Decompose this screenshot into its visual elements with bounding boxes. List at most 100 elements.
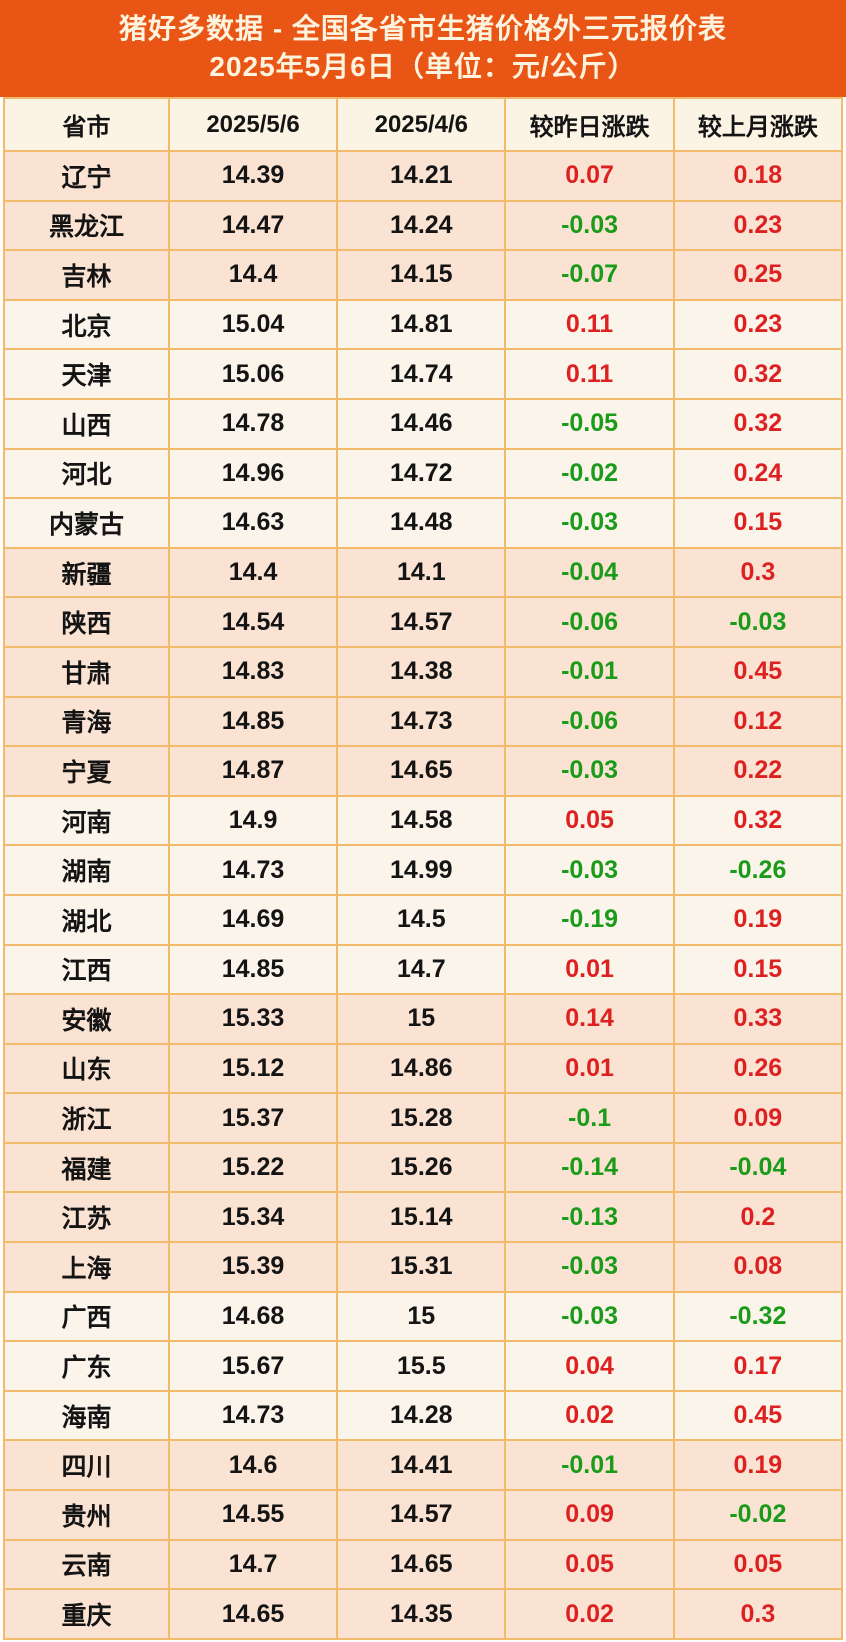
day-change-cell: -0.19 [504,893,675,946]
price-prev-cell: 15.14 [336,1191,507,1244]
price-today-cell: 14.87 [167,745,339,797]
price-today-cell: 14.83 [167,645,339,698]
price-today-cell: 14.4 [167,249,339,301]
month-change-cell: 0.3 [672,546,844,599]
day-change-cell: -0.03 [504,1290,675,1343]
month-change-cell: 0.22 [672,745,844,797]
province-cell: 湖南 [3,844,170,896]
province-cell: 北京 [3,298,170,351]
province-cell: 青海 [3,695,170,748]
table-row: 新疆 14.4 14.1 -0.04 0.3 [3,546,844,599]
month-change-cell: 0.2 [672,1191,844,1244]
price-prev-cell: 14.65 [336,745,507,797]
day-change-cell: -0.01 [504,1439,675,1492]
province-cell: 黑龙江 [3,199,170,252]
table-row: 湖北 14.69 14.5 -0.19 0.19 [3,893,844,946]
price-prev-cell: 14.5 [336,893,507,946]
day-change-cell: -0.14 [504,1141,675,1194]
day-change-cell: 0.07 [504,150,675,202]
month-change-cell: 0.12 [672,695,844,748]
page-title: 猪好多数据 - 全国各省市生猪价格外三元报价表 [119,13,727,45]
price-today-cell: 14.73 [167,1389,339,1442]
price-prev-cell: 14.21 [336,150,507,202]
day-change-cell: 0.14 [504,993,675,1045]
price-prev-cell: 14.57 [336,596,507,648]
price-prev-cell: 14.73 [336,695,507,748]
price-today-cell: 14.78 [167,397,339,450]
day-change-cell: 0.01 [504,943,675,996]
day-change-cell: -0.01 [504,645,675,698]
price-prev-cell: 14.58 [336,794,507,847]
header-cell-month-change: 较上月涨跌 [672,97,844,152]
month-change-cell: 0.26 [672,1042,844,1095]
price-prev-cell: 14.46 [336,397,507,450]
day-change-cell: 0.01 [504,1042,675,1095]
table-row: 广东 15.67 15.5 0.04 0.17 [3,1340,844,1392]
province-cell: 重庆 [3,1588,170,1640]
province-cell: 河南 [3,794,170,847]
header-cell-day-change: 较昨日涨跌 [504,97,675,152]
day-change-cell: -0.1 [504,1092,675,1144]
day-change-cell: -0.02 [504,447,675,500]
table-row: 吉林 14.4 14.15 -0.07 0.25 [3,249,844,301]
price-prev-cell: 14.1 [336,546,507,599]
province-cell: 山东 [3,1042,170,1095]
month-change-cell: 0.32 [672,348,844,400]
table-row: 安徽 15.33 15 0.14 0.33 [3,993,844,1045]
day-change-cell: 0.09 [504,1489,675,1541]
province-cell: 安徽 [3,993,170,1045]
day-change-cell: -0.03 [504,497,675,549]
header-cell-price-today: 2025/5/6 [167,97,339,152]
month-change-cell: 0.23 [672,199,844,252]
table-row: 浙江 15.37 15.28 -0.1 0.09 [3,1092,844,1144]
month-change-cell: 0.23 [672,298,844,351]
price-prev-cell: 14.72 [336,447,507,500]
price-prev-cell: 14.65 [336,1538,507,1591]
province-cell: 河北 [3,447,170,500]
price-prev-cell: 14.24 [336,199,507,252]
table-row: 山东 15.12 14.86 0.01 0.26 [3,1042,844,1095]
table-row: 北京 15.04 14.81 0.11 0.23 [3,298,844,351]
province-cell: 云南 [3,1538,170,1591]
price-today-cell: 14.73 [167,844,339,896]
price-today-cell: 14.6 [167,1439,339,1492]
month-change-cell: 0.19 [672,1439,844,1492]
price-table: 省市 2025/5/6 2025/4/6 较昨日涨跌 较上月涨跌 辽宁 14.39… [3,97,844,1640]
price-prev-cell: 15.28 [336,1092,507,1144]
price-today-cell: 14.65 [167,1588,339,1640]
price-today-cell: 14.63 [167,497,339,549]
day-change-cell: -0.06 [504,695,675,748]
price-today-cell: 14.9 [167,794,339,847]
province-cell: 辽宁 [3,150,170,202]
day-change-cell: 0.02 [504,1389,675,1442]
day-change-cell: -0.13 [504,1191,675,1244]
table-row: 天津 15.06 14.74 0.11 0.32 [3,348,844,400]
table-row: 河北 14.96 14.72 -0.02 0.24 [3,447,844,500]
price-prev-cell: 15.5 [336,1340,507,1392]
day-change-cell: -0.06 [504,596,675,648]
province-cell: 甘肃 [3,645,170,698]
month-change-cell: 0.15 [672,943,844,996]
day-change-cell: 0.11 [504,298,675,351]
price-today-cell: 15.39 [167,1241,339,1293]
province-cell: 浙江 [3,1092,170,1144]
price-today-cell: 15.06 [167,348,339,400]
price-today-cell: 14.47 [167,199,339,252]
day-change-cell: -0.07 [504,249,675,301]
price-today-cell: 14.96 [167,447,339,500]
price-today-cell: 15.22 [167,1141,339,1194]
table-row: 云南 14.7 14.65 0.05 0.05 [3,1538,844,1591]
table-row: 福建 15.22 15.26 -0.14 -0.04 [3,1141,844,1194]
day-change-cell: -0.04 [504,546,675,599]
province-cell: 福建 [3,1141,170,1194]
header-row: 省市 2025/5/6 2025/4/6 较昨日涨跌 较上月涨跌 [3,97,844,152]
price-today-cell: 15.33 [167,993,339,1045]
day-change-cell: -0.05 [504,397,675,450]
price-prev-cell: 15 [336,993,507,1045]
title-banner: 猪好多数据 - 全国各省市生猪价格外三元报价表 2025年5月6日（单位：元/公… [0,0,846,97]
price-today-cell: 14.7 [167,1538,339,1591]
price-today-cell: 14.68 [167,1290,339,1343]
day-change-cell: -0.03 [504,199,675,252]
price-prev-cell: 14.81 [336,298,507,351]
month-change-cell: -0.04 [672,1141,844,1194]
